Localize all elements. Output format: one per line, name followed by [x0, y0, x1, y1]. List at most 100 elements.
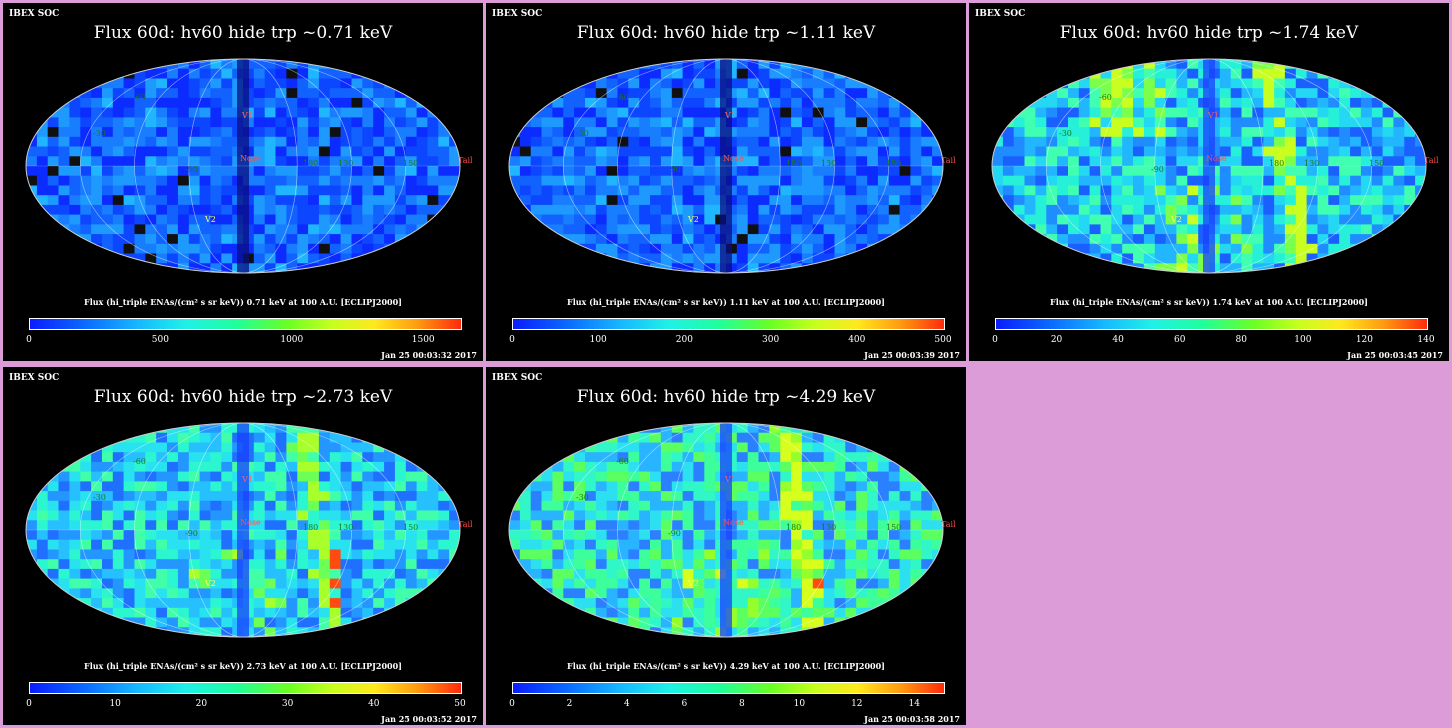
longitude-label: 130 — [338, 523, 353, 532]
colorbar-tick-label: 14 — [908, 699, 920, 709]
v2-label: V2 — [204, 579, 216, 588]
colorbar-tick-label: 20 — [195, 699, 208, 709]
map-outline — [508, 422, 944, 638]
sky-map: Nose Tail V1 V2 -90 -60 -30 130 150 180 — [508, 58, 956, 274]
map-outline — [25, 422, 461, 638]
colorbar-tick-label: 60 — [1173, 335, 1186, 345]
v2-label: V2 — [687, 215, 699, 224]
timestamp: Jan 25 00:03:39 2017 — [864, 350, 960, 360]
flux-pixels — [509, 59, 943, 273]
sky-map: Nose Tail V1 V2 -90 -60 -30 130 150 180 — [991, 58, 1439, 274]
map-panel: IBEX SOC Flux 60d: hv60 hide trp ~1.74 ke… — [969, 3, 1449, 361]
colorbar-tick-label: 400 — [848, 335, 866, 345]
colorbar-tick-label: 100 — [1294, 335, 1312, 345]
longitude-label: -90 — [668, 165, 681, 174]
longitude-label: -60 — [616, 93, 629, 102]
v1-label: V1 — [724, 475, 736, 484]
colorbar-caption: Flux (hi_triple ENAs/(cm² s sr keV)) 1.1… — [567, 297, 885, 307]
v1-label: V1 — [241, 111, 253, 120]
v2-label: V2 — [1170, 215, 1182, 224]
nose-label: Nose — [240, 154, 261, 163]
longitude-label: -60 — [1099, 93, 1112, 102]
colorbar-tick-label: 40 — [368, 699, 380, 709]
longitude-label: 150 — [886, 159, 901, 168]
colorbar-ticks: 0 100 200 300 400 500 — [509, 335, 951, 347]
longitude-label: 180 — [786, 523, 801, 532]
longitude-label: 130 — [1304, 159, 1319, 168]
colorbar-tick-label: 140 — [1417, 335, 1435, 345]
colorbar-tick-label: 12 — [851, 699, 863, 709]
v1-label: V1 — [241, 475, 253, 484]
longitude-label: -60 — [616, 457, 629, 466]
map-panel: IBEX SOC Flux 60d: hv60 hide trp ~4.29 ke… — [486, 367, 966, 725]
longitude-label: -30 — [93, 493, 106, 502]
colorbar-ticks: 0 20 40 60 80 100 120 140 — [992, 335, 1434, 347]
longitude-label: 130 — [338, 159, 353, 168]
colorbar-tick-label: 500 — [151, 335, 169, 345]
nose-label: Nose — [723, 154, 744, 163]
map-panel: IBEX SOC Flux 60d: hv60 hide trp ~0.71 ke… — [3, 3, 483, 361]
longitude-label: 180 — [303, 159, 318, 168]
longitude-label: 180 — [1269, 159, 1284, 168]
longitude-label: 130 — [821, 523, 836, 532]
soc-label: IBEX SOC — [492, 9, 543, 19]
colorbar-tick-label: 50 — [454, 699, 466, 709]
soc-label: IBEX SOC — [492, 373, 543, 383]
colorbar — [995, 318, 1428, 330]
longitude-label: 130 — [821, 159, 836, 168]
tail-label: Tail — [458, 520, 473, 529]
longitude-label: 180 — [303, 523, 318, 532]
longitude-label: 180 — [786, 159, 801, 168]
longitude-label: 150 — [403, 523, 418, 532]
longitude-label: -90 — [185, 529, 198, 538]
colorbar-tick-label: 200 — [675, 335, 693, 345]
timestamp: Jan 25 00:03:45 2017 — [1347, 350, 1443, 360]
colorbar — [512, 318, 945, 330]
colorbar-tick-label: 0 — [509, 335, 515, 345]
panel-title: Flux 60d: hv60 hide trp ~1.74 keV — [1059, 23, 1359, 43]
colorbar-tick-label: 0 — [509, 699, 515, 709]
longitude-label: -60 — [133, 93, 146, 102]
colorbar-ticks: 0 2 4 6 8 10 12 14 — [509, 699, 945, 711]
colorbar-tick-label: 0 — [26, 699, 32, 709]
timestamp: Jan 25 00:03:52 2017 — [381, 714, 477, 724]
longitude-label: -90 — [1151, 165, 1164, 174]
colorbar-ticks: 0 10 20 30 40 50 — [26, 699, 466, 711]
timestamp: Jan 25 00:03:32 2017 — [381, 350, 477, 360]
nose-label: Nose — [723, 518, 744, 527]
colorbar — [29, 318, 462, 330]
colorbar-tick-label: 30 — [281, 699, 294, 709]
colorbar-tick-label: 2 — [566, 699, 573, 709]
colorbar-tick-label: 6 — [681, 699, 688, 709]
colorbar-tick-label: 1500 — [411, 335, 435, 345]
panel-title: Flux 60d: hv60 hide trp ~4.29 keV — [576, 387, 876, 407]
colorbar-caption: Flux (hi_triple ENAs/(cm² s sr keV)) 4.2… — [567, 661, 885, 671]
nose-label: Nose — [1206, 154, 1227, 163]
map-outline — [508, 58, 944, 274]
nose-label: Nose — [240, 518, 261, 527]
longitude-label: -30 — [93, 129, 106, 138]
colorbar — [29, 682, 462, 694]
map-panel: IBEX SOC Flux 60d: hv60 hide trp ~1.11 ke… — [486, 3, 966, 361]
tail-label: Tail — [458, 156, 473, 165]
colorbar-tick-label: 10 — [109, 699, 121, 709]
colorbar-tick-label: 500 — [934, 335, 952, 345]
v2-label: V2 — [687, 579, 699, 588]
colorbar-tick-label: 300 — [762, 335, 780, 345]
map-outline — [25, 58, 461, 274]
tail-label: Tail — [941, 520, 956, 529]
panel-title: Flux 60d: hv60 hide trp ~1.11 keV — [576, 23, 876, 43]
colorbar-tick-label: 4 — [624, 699, 630, 709]
colorbar-tick-label: 0 — [992, 335, 998, 345]
longitude-label: -60 — [133, 457, 146, 466]
longitude-label: 150 — [403, 159, 418, 168]
panel-title: Flux 60d: hv60 hide trp ~2.73 keV — [93, 387, 393, 407]
sky-map: Nose Tail V1 V2 -90 -60 -30 130 150 180 — [25, 422, 473, 638]
colorbar-caption: Flux (hi_triple ENAs/(cm² s sr keV)) 2.7… — [84, 661, 402, 671]
colorbar-tick-label: 10 — [793, 699, 806, 709]
colorbar-tick-label: 80 — [1235, 335, 1248, 345]
v2-label: V2 — [204, 215, 216, 224]
colorbar-tick-label: 100 — [589, 335, 607, 345]
colorbar-tick-label: 1000 — [280, 335, 304, 345]
sky-map: Nose Tail V1 V2 -90 -60 -30 130 150 180 — [25, 58, 473, 274]
